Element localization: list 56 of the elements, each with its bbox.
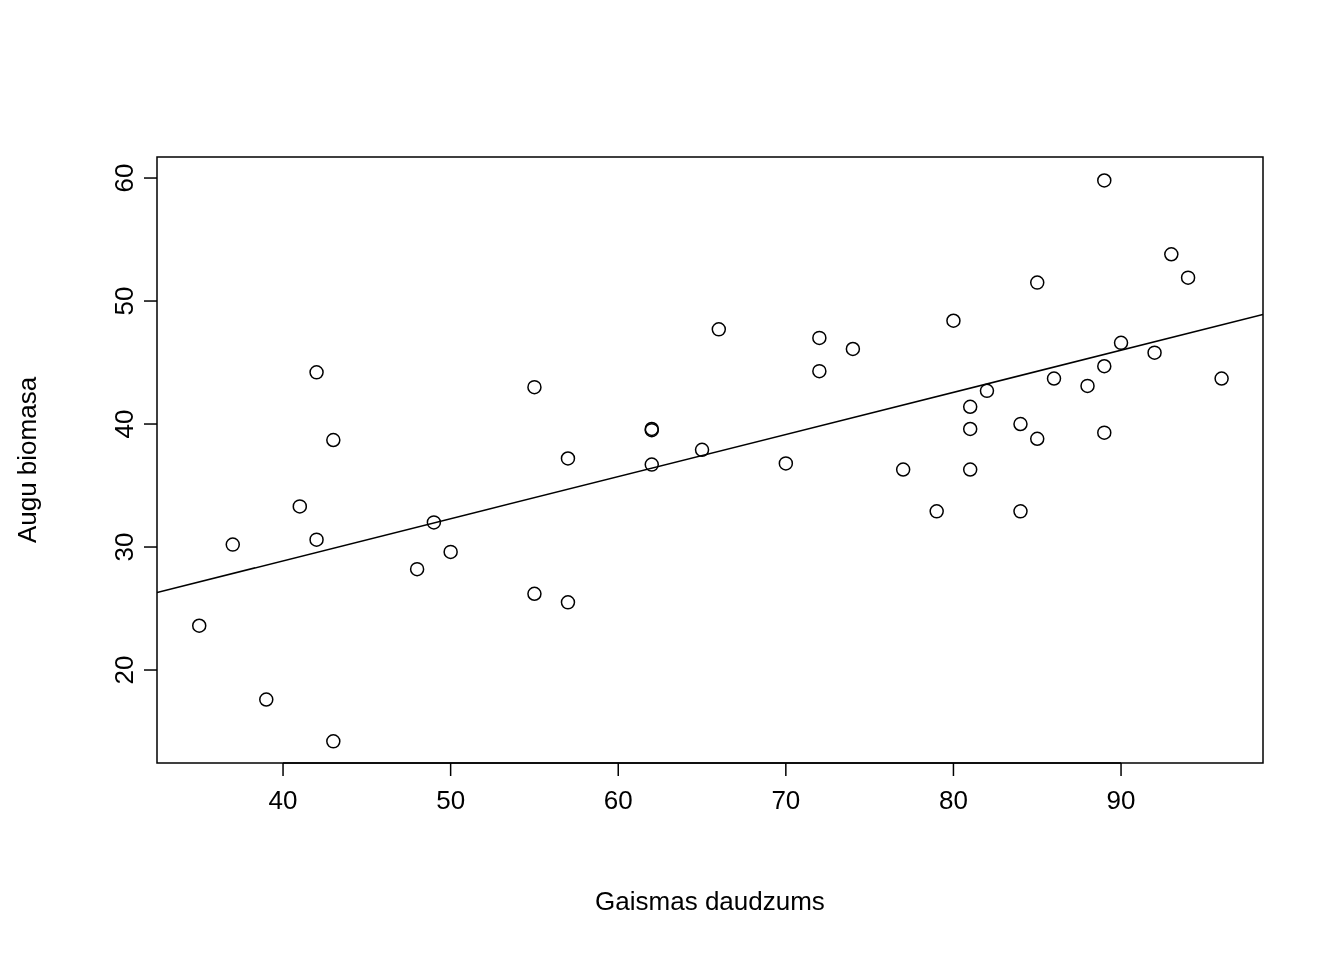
point <box>309 532 324 547</box>
point <box>946 313 961 328</box>
point <box>1097 358 1112 374</box>
x-tick-label: 50 <box>436 785 466 815</box>
point <box>895 462 911 477</box>
point <box>292 499 308 514</box>
point <box>694 442 710 458</box>
point <box>1147 345 1162 360</box>
point <box>929 504 944 519</box>
point <box>962 462 978 477</box>
y-axis-title: Augu biomasa <box>12 376 42 544</box>
x-axis-title: Gaismas daudzums <box>595 886 825 916</box>
point <box>778 456 794 471</box>
point <box>426 515 442 530</box>
point <box>191 618 207 633</box>
point <box>527 379 542 395</box>
point <box>979 383 995 399</box>
point <box>644 457 660 472</box>
x-tick-label: 40 <box>268 785 298 815</box>
point <box>1164 247 1179 262</box>
point <box>1013 416 1028 432</box>
point <box>845 341 861 357</box>
y-tick-label: 20 <box>109 655 139 685</box>
x-tick-label: 90 <box>1106 785 1136 815</box>
point <box>560 595 576 610</box>
point <box>812 363 827 379</box>
point <box>711 322 727 337</box>
point <box>225 537 241 552</box>
point <box>1046 371 1062 386</box>
point <box>812 330 827 346</box>
point <box>1029 431 1045 447</box>
x-tick-label: 80 <box>938 785 968 815</box>
point <box>443 544 458 560</box>
point <box>1097 173 1112 188</box>
y-tick-label: 40 <box>109 409 139 439</box>
point <box>1214 371 1229 386</box>
y-tick-label: 50 <box>109 286 139 316</box>
point <box>409 561 425 577</box>
point <box>1113 335 1129 351</box>
y-tick-label: 30 <box>109 532 139 562</box>
point <box>527 586 542 602</box>
point <box>962 399 978 415</box>
x-tick-label: 60 <box>603 785 633 815</box>
point <box>326 734 341 749</box>
point <box>309 365 324 380</box>
point <box>560 451 576 466</box>
point <box>259 692 274 707</box>
y-tick-label: 60 <box>109 163 139 193</box>
point <box>1180 270 1196 285</box>
point <box>1029 275 1045 290</box>
point <box>326 432 341 448</box>
point <box>962 421 978 437</box>
point <box>1080 378 1095 394</box>
point <box>1013 504 1028 519</box>
point <box>1097 425 1112 440</box>
x-tick-label: 70 <box>771 785 801 815</box>
